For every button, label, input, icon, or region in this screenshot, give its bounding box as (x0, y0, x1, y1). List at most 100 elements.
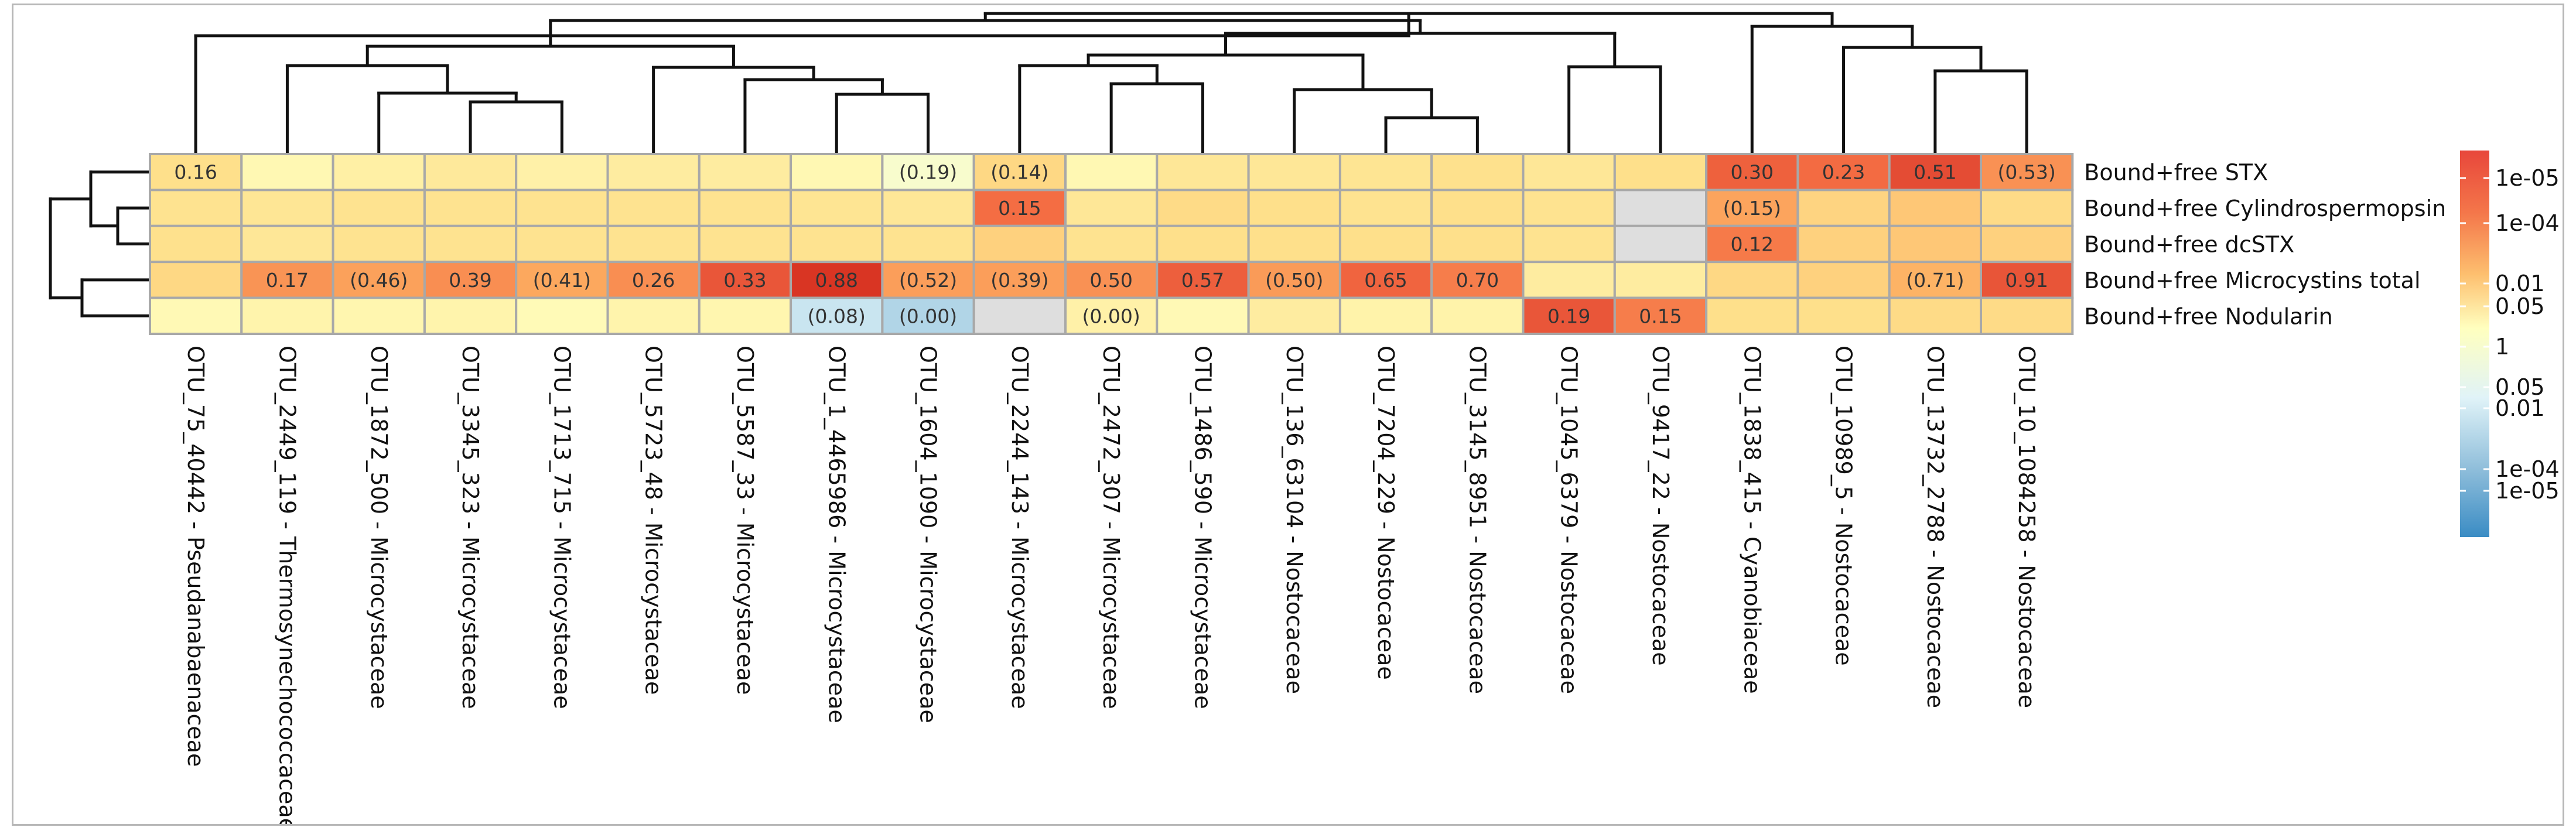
heatmap-cell (1338, 296, 1433, 336)
column-label: OTU_2472_307 - Microcystaceae (1098, 346, 1124, 709)
column-dendrogram (194, 12, 2028, 156)
column-label: OTU_10_1084258 - Nostocaceae (2014, 346, 2039, 708)
heatmap-cell (790, 224, 884, 264)
column-label: OTU_1872_500 - Microcystaceae (366, 346, 392, 709)
heatmap-cell (1430, 189, 1525, 227)
heatmap-cell (515, 224, 609, 264)
column-label: OTU_136_63104 - Nostocaceae (1282, 346, 1307, 694)
heatmap-cell (790, 189, 884, 227)
heatmap-cell (1156, 224, 1250, 264)
heatmap-cell (149, 224, 243, 264)
heatmap-cell (1156, 189, 1250, 227)
heatmap-cell (1888, 224, 1982, 264)
heatmap-cells: 0.16 (0.19) (0.14) 0.30 0.23 0.51 (0.53) 0.15 (0… (149, 153, 2074, 336)
heatmap-cell (149, 296, 243, 336)
heatmap-cell (1338, 189, 1433, 227)
legend-tick-label: 0.01 (2495, 395, 2545, 421)
heatmap-cell (698, 224, 792, 264)
cell-label: 0.17 (266, 269, 309, 292)
heatmap-cell (1430, 261, 1525, 299)
cell-label: 0.88 (815, 269, 858, 292)
column-label: OTU_13732_2788 - Nostocaceae (1922, 346, 1948, 708)
heatmap-cell (1247, 224, 1341, 264)
heatmap-cell (1980, 189, 2074, 227)
cell-label: 0.51 (1914, 161, 1956, 184)
row-label: Bound+free Cylindrospermopsin (2084, 196, 2446, 221)
heatmap-cell (1156, 296, 1250, 336)
column-label: OTU_2244_143 - Microcystaceae (1007, 346, 1033, 709)
heatmap-cell (1522, 224, 1616, 264)
heatmap-cell (1247, 153, 1341, 192)
legend-tick-label: 1e-04 (2495, 210, 2560, 236)
row-label: Bound+free Nodularin (2084, 303, 2332, 329)
heatmap-cell (606, 224, 701, 264)
cell-label: 0.23 (1822, 161, 1865, 184)
heatmap-cell (332, 224, 426, 264)
heatmap-cell (515, 153, 609, 192)
row-label: Bound+free dcSTX (2084, 232, 2294, 258)
legend-tick-label: 1e-05 (2495, 165, 2560, 191)
cell-label: (0.08) (808, 305, 866, 327)
cell-label: (0.39) (990, 269, 1048, 292)
heatmap-cell (1705, 153, 1799, 192)
cell-label: (0.52) (899, 269, 957, 292)
row-label: Bound+free Microcystins total (2084, 268, 2420, 293)
heatmap-cell (1064, 224, 1159, 264)
column-label: OTU_9417_22 - Nostocaceae (1648, 346, 1673, 666)
column-label: OTU_2449_119 - Thermosynechococcaceae (274, 346, 300, 824)
column-label: OTU_1604_1090 - Microcystaceae (915, 346, 941, 723)
heatmap-cell (1888, 296, 1982, 336)
heatmap-cell (332, 153, 426, 192)
heatmap-cell (790, 153, 884, 192)
column-label: OTU_75_40442 - Pseudanabaenaceae (183, 346, 209, 767)
cell-label: (0.00) (1082, 305, 1140, 327)
row-labels: Bound+free STX Bound+free Cylindrospermop… (2084, 160, 2446, 330)
cell-label: (0.00) (899, 305, 957, 327)
cell-label: 0.15 (1639, 305, 1682, 327)
cell-label: (0.14) (990, 161, 1048, 184)
heatmap-cell (149, 189, 243, 227)
legend-tick-label: 0.01 (2495, 271, 2545, 296)
heatmap-cell (240, 296, 334, 336)
column-label: OTU_3145_8951 - Nostocaceae (1464, 346, 1490, 694)
legend-colorbar (2460, 151, 2489, 537)
heatmap-cell (1247, 296, 1341, 336)
heatmap-cell (790, 261, 884, 299)
heatmap-cell (1796, 296, 1891, 336)
heatmap-cell (1522, 296, 1616, 336)
row-dendrogram (49, 170, 152, 317)
heatmap-cell (881, 153, 975, 192)
cell-label: (0.50) (1265, 269, 1323, 292)
cell-label: (0.53) (1998, 161, 2056, 184)
column-label: OTU_1713_715 - Microcystaceae (549, 346, 575, 709)
cell-label: 0.26 (632, 269, 675, 292)
legend-tick-label: 1 (2495, 334, 2509, 360)
cell-label: 0.50 (1089, 269, 1132, 292)
plot-frame: 0.16 (0.19) (0.14) 0.30 0.23 0.51 (0.53) 0.15 (0… (12, 4, 2564, 826)
heatmap-cell (881, 261, 975, 299)
heatmap-cell (1338, 153, 1433, 192)
heatmap-cell (1796, 189, 1891, 227)
cell-label: 0.57 (1181, 269, 1224, 292)
cell-label: 0.91 (2005, 269, 2048, 292)
heatmap-cell (1338, 224, 1433, 264)
cell-label: 0.30 (1731, 161, 1774, 184)
heatmap-cell (1522, 153, 1616, 192)
heatmap-cell (606, 261, 701, 299)
heatmap-cell (1613, 189, 1708, 227)
heatmap-cell (1430, 224, 1525, 264)
legend-tick-label: 0.05 (2495, 374, 2545, 400)
legend-tick-label: 1e-05 (2495, 478, 2560, 504)
heatmap-cell (972, 224, 1067, 264)
heatmap-cell (1980, 296, 2074, 336)
heatmap-cell (698, 296, 792, 336)
cell-label: (0.41) (533, 269, 591, 292)
heatmap-cell (790, 296, 884, 336)
column-labels: OTU_75_40442 - Pseudanabaenaceae OTU_2449… (183, 346, 2039, 824)
heatmap-cell (1613, 261, 1708, 299)
column-label: OTU_3345_323 - Microcystaceae (457, 346, 483, 709)
heatmap-cell (698, 153, 792, 192)
heatmap-cell (1980, 224, 2074, 264)
cell-label: 0.12 (1731, 233, 1774, 256)
